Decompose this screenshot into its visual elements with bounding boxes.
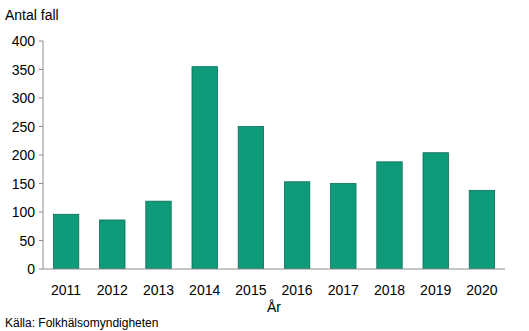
y-tick-label: 400 [12,33,36,49]
bar [53,214,78,269]
y-tick [39,41,43,42]
y-tick [39,126,43,127]
y-tick-label: 200 [12,147,36,163]
x-tick-label: 2017 [328,282,359,298]
y-tick-label: 150 [12,176,36,192]
y-tick-label: 250 [12,119,36,135]
y-axis-title: Antal fall [5,7,59,23]
y-tick [39,69,43,70]
source-note: Källa: Folkhälsomyndigheten [5,316,158,330]
bar [377,162,402,269]
bar [423,153,448,269]
bar [146,201,171,269]
x-tick-label: 2015 [235,282,266,298]
bar [238,127,263,270]
bars [53,67,494,269]
y-tick-label: 0 [27,261,35,277]
x-tick-label: 2016 [282,282,313,298]
y-tick [39,240,43,241]
y-tick-label: 100 [12,204,36,220]
x-tick-label: 2019 [420,282,451,298]
y-tick-label: 300 [12,90,36,106]
x-tick-label: 2014 [189,282,220,298]
bar [284,182,309,269]
y-tick-label: 350 [12,62,36,78]
y-tick [39,212,43,213]
y-tick [39,98,43,99]
x-tick-label: 2013 [143,282,174,298]
x-axis-title: År [267,299,281,315]
bar [331,184,356,270]
x-axis-line [43,269,505,270]
bar [192,67,217,269]
bar [469,190,494,269]
x-tick-label: 2012 [97,282,128,298]
bar [100,220,125,269]
y-tick-label: 50 [19,233,35,249]
x-tick-label: 2018 [374,282,405,298]
chart-container: 0 50 100 150 200 250 300 350 400 2011 2012 2013 2014… [0,0,529,331]
x-tick-label: 2020 [466,282,497,298]
chart-svg: 0 50 100 150 200 250 300 350 400 2011 2012 2013 2014… [0,0,529,331]
x-tick-label: 2011 [51,282,81,298]
y-tick [39,183,43,184]
y-tick [39,269,43,270]
y-tick [39,155,43,156]
